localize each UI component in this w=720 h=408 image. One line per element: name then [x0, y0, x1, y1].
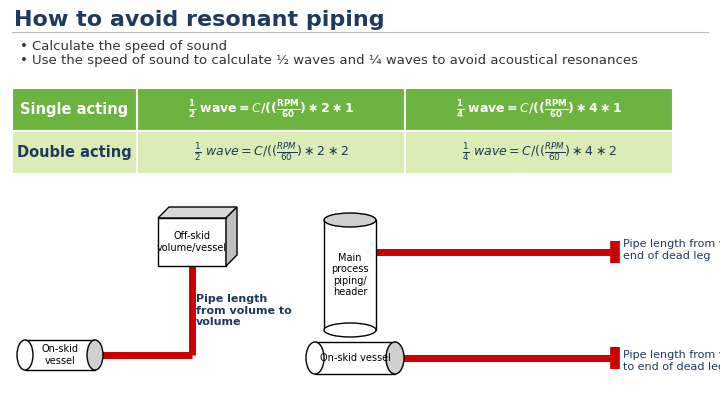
- Bar: [12, 88, 673, 131]
- Bar: [324, 220, 376, 330]
- Bar: [25, 340, 95, 370]
- Text: Off-skid
volume/vessel: Off-skid volume/vessel: [157, 231, 227, 253]
- Text: Double acting: Double acting: [17, 145, 132, 160]
- Text: On-skid vessel: On-skid vessel: [320, 353, 390, 363]
- Bar: [12, 131, 673, 174]
- Polygon shape: [158, 218, 226, 266]
- Ellipse shape: [386, 342, 404, 374]
- Ellipse shape: [17, 340, 33, 370]
- Ellipse shape: [324, 323, 376, 337]
- Text: Calculate the speed of sound: Calculate the speed of sound: [32, 40, 227, 53]
- Ellipse shape: [324, 213, 376, 227]
- Ellipse shape: [306, 342, 324, 374]
- Text: •: •: [20, 40, 28, 53]
- Text: $\frac{1}{4}\ wave = \mathit{C}/((\frac{RPM}{60})\ast 4\ast 2$: $\frac{1}{4}\ wave = \mathit{C}/((\frac{…: [462, 142, 616, 164]
- Text: $\mathbf{\frac{1}{2}\ wave = \mathit{C}/((\frac{RPM}{60})\ast 2\ast 1}$: $\mathbf{\frac{1}{2}\ wave = \mathit{C}/…: [188, 99, 354, 120]
- Text: Pipe length from volume
to end of dead leg: Pipe length from volume to end of dead l…: [623, 350, 720, 372]
- Text: Use the speed of sound to calculate ½ waves and ¼ waves to avoid acoustical reso: Use the speed of sound to calculate ½ wa…: [32, 54, 638, 67]
- Text: •: •: [20, 54, 28, 67]
- Text: Pipe length from volume to
end of dead leg: Pipe length from volume to end of dead l…: [623, 239, 720, 261]
- Bar: [315, 342, 395, 374]
- Text: On-skid
vessel: On-skid vessel: [42, 344, 78, 366]
- Polygon shape: [158, 207, 237, 218]
- Text: Main
process
piping/
header: Main process piping/ header: [331, 253, 369, 297]
- Ellipse shape: [87, 340, 103, 370]
- Text: Single acting: Single acting: [20, 102, 129, 117]
- Text: How to avoid resonant piping: How to avoid resonant piping: [14, 10, 384, 30]
- Text: $\mathbf{\frac{1}{4}\ wave = \mathit{C}/((\frac{RPM}{60})\ast 4\ast 1}$: $\mathbf{\frac{1}{4}\ wave = \mathit{C}/…: [456, 99, 622, 120]
- Text: Pipe length
from volume to
volume: Pipe length from volume to volume: [196, 294, 292, 327]
- Polygon shape: [226, 207, 237, 266]
- Text: $\frac{1}{2}\ wave = \mathit{C}/((\frac{RPM}{60})\ast 2\ast 2$: $\frac{1}{2}\ wave = \mathit{C}/((\frac{…: [194, 142, 348, 164]
